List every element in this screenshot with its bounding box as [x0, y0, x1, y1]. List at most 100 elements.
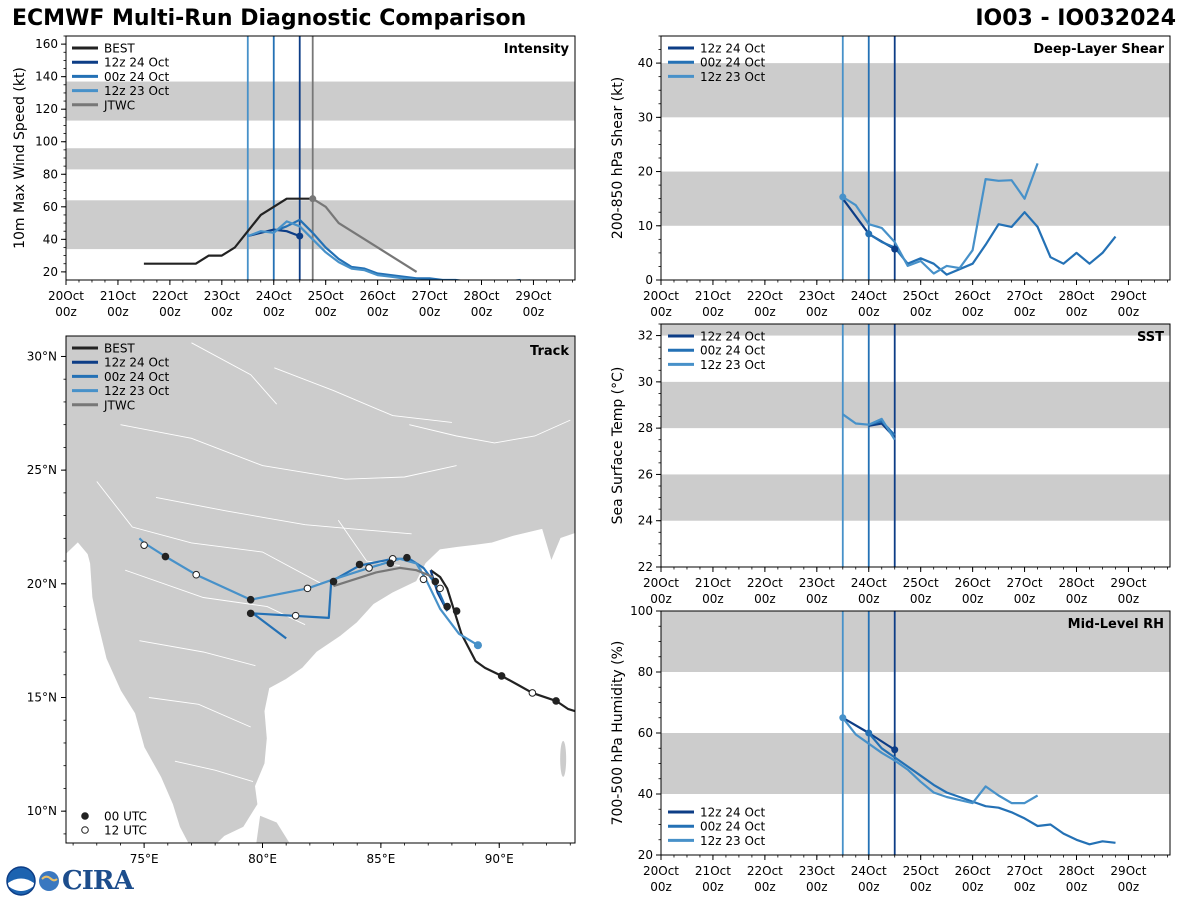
track-line-12z-23-oct	[138, 537, 479, 647]
x-tick-label: 24Oct	[256, 289, 292, 303]
panel-rh: 20 40 60 80 100 20Oct 00z 21Oct 00z 22Oct 00z 23Oct…	[610, 604, 1171, 894]
x-tick-sublabel: 00z	[1066, 880, 1088, 894]
legend-label-12z-23-oct: 12z 23 Oct	[700, 70, 766, 84]
x-tick-label: 28Oct	[1058, 576, 1094, 590]
x-tick-label: 20Oct	[643, 289, 679, 303]
x-tick-sublabel: 00z	[858, 592, 880, 606]
y-tick-label: 30	[638, 375, 653, 389]
x-tick-sublabel: 00z	[754, 305, 776, 319]
x-tick-label: 29Oct	[1110, 289, 1146, 303]
border-line	[274, 367, 452, 423]
x-tick-sublabel: 00z	[367, 305, 389, 319]
x-tick-sublabel: 00z	[1066, 305, 1088, 319]
border-line	[409, 419, 571, 444]
x-tick-label: 28Oct	[463, 289, 499, 303]
globe-icon	[39, 871, 59, 891]
x-tick-label: 22Oct	[747, 864, 783, 878]
x-tick-sublabel: 00z	[702, 592, 724, 606]
legend-label-12z-23-oct: 12z 23 Oct	[104, 84, 170, 98]
x-tick-sublabel: 00z	[910, 592, 932, 606]
x-tick-sublabel: 00z	[1014, 880, 1036, 894]
y-axis-label: 10m Max Wind Speed (kt)	[12, 67, 28, 249]
y-tick-label: 60	[43, 200, 58, 214]
shaded-band-1	[661, 171, 1170, 226]
panel-sst: 22 24 26 28 30 32 20Oct 00z 21Oct 00z 22Oct 00z 23Oc…	[610, 323, 1171, 606]
legend-label-best: BEST	[104, 342, 135, 356]
y-tick-label: 22	[638, 560, 653, 574]
track-point-00utc	[161, 552, 170, 561]
series-line-00z-24-oct	[867, 732, 1116, 846]
x-tick-sublabel: 00z	[315, 305, 337, 319]
x-tick-sublabel: 00z	[159, 305, 181, 319]
series-marker-00z-24-oct	[865, 230, 873, 238]
x-tick-label: 29Oct	[1110, 576, 1146, 590]
x-tick-sublabel: 00z	[754, 592, 776, 606]
x-tick-label: 24Oct	[851, 576, 887, 590]
marker-legend-label: 00 UTC	[104, 810, 147, 824]
track-point-00utc	[452, 607, 461, 615]
x-tick-label: 20Oct	[643, 864, 679, 878]
x-tick-label: 21Oct	[695, 289, 731, 303]
series-line-12z-23-oct	[842, 413, 896, 441]
x-tick-label: 23Oct	[799, 576, 835, 590]
x-tick-sublabel: 00z	[806, 305, 828, 319]
x-tick-sublabel: 00z	[1118, 592, 1140, 606]
x-tick-label: 85°E	[366, 852, 395, 866]
track-point-00utc	[355, 560, 364, 569]
border-line	[139, 640, 256, 667]
marker-legend-symbol	[81, 826, 89, 834]
y-tick-label: 0	[645, 273, 653, 287]
x-tick-sublabel: 00z	[1118, 305, 1140, 319]
island-andaman	[560, 740, 567, 777]
track-point-00utc	[403, 553, 411, 562]
shaded-band-2	[661, 381, 1170, 429]
x-tick-sublabel: 00z	[858, 880, 880, 894]
shaded-band-3	[661, 324, 1170, 336]
legend-label-jtwc: JTWC	[103, 98, 135, 112]
x-tick-label: 80°E	[248, 852, 277, 866]
shaded-band-1	[661, 733, 1170, 794]
legend-label-12z-24-oct: 12z 24 Oct	[700, 330, 766, 344]
y-tick-label: 140	[35, 70, 58, 84]
track-start-marker	[473, 641, 482, 650]
legend-label-12z-23-oct: 12z 23 Oct	[700, 834, 766, 848]
x-tick-label: 23Oct	[799, 864, 835, 878]
y-tick-label: 20	[638, 165, 653, 179]
series-marker-12z-23-oct	[839, 193, 847, 201]
legend-label-00z-24-oct: 00z 24 Oct	[700, 820, 766, 834]
track-point-00utc	[497, 672, 506, 680]
x-tick-sublabel: 00z	[962, 305, 984, 319]
marker-legend-label: 12 UTC	[104, 824, 147, 838]
series-marker-12z-24-oct	[891, 245, 899, 253]
x-tick-label: 26Oct	[360, 289, 396, 303]
series-marker-12z-24-oct	[296, 232, 304, 240]
border-line	[155, 496, 412, 535]
y-tick-label: 30	[638, 110, 653, 124]
y-axis-label: Sea Surface Temp (°C)	[610, 367, 626, 525]
x-tick-label: 26Oct	[955, 864, 991, 878]
y-tick-label: 25°N	[27, 463, 57, 477]
y-tick-label: 20	[43, 265, 58, 279]
y-tick-label: 26	[638, 467, 653, 481]
x-tick-sublabel: 00z	[650, 592, 672, 606]
x-tick-sublabel: 00z	[419, 305, 441, 319]
track-point-12utc	[436, 584, 444, 593]
series-group	[839, 163, 1117, 276]
x-tick-label: 22Oct	[747, 289, 783, 303]
border-line	[120, 424, 457, 480]
track-point-00utc	[443, 602, 451, 611]
legend-label-12z-23-oct: 12z 23 Oct	[700, 358, 766, 372]
x-tick-sublabel: 00z	[523, 305, 545, 319]
legend-label-12z-24-oct: 12z 24 Oct	[700, 42, 766, 56]
panel-track: 75°E 80°E 85°E 90°E 10°N 15°N 20°N 25°N 30°N Trac…	[27, 335, 576, 866]
logo-text: CIRA	[62, 866, 134, 896]
x-tick-sublabel: 00z	[962, 592, 984, 606]
y-tick-label: 32	[638, 329, 653, 343]
y-tick-label: 24	[638, 514, 653, 528]
noaa-logo-icon	[6, 866, 36, 896]
border-line	[96, 481, 322, 585]
x-tick-sublabel: 00z	[1066, 592, 1088, 606]
series-group	[842, 413, 896, 441]
x-tick-label: 21Oct	[100, 289, 136, 303]
series-line-12z-23-oct	[841, 717, 1039, 805]
